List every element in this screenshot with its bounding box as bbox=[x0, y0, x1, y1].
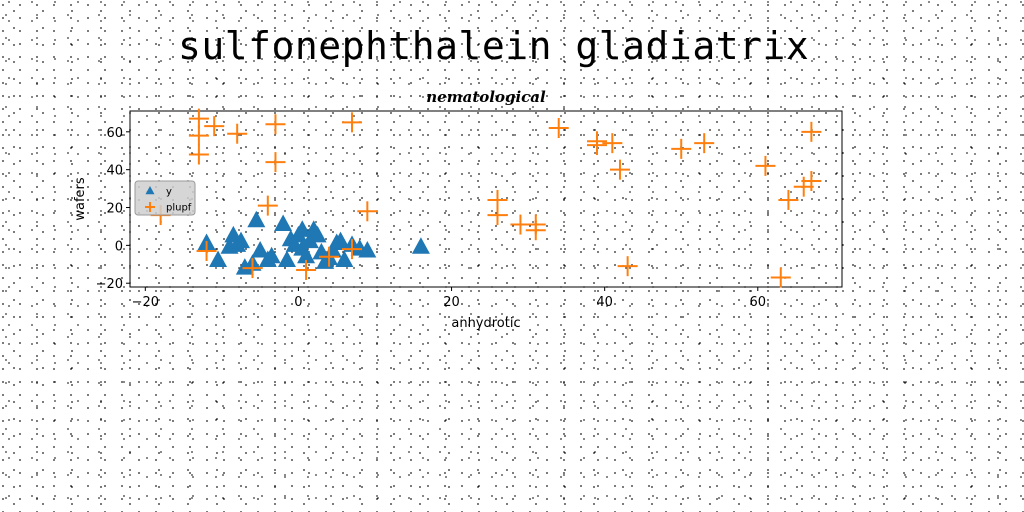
data-point-triangle bbox=[293, 220, 312, 237]
legend-label: plupf bbox=[166, 203, 192, 214]
data-point-triangle bbox=[300, 231, 319, 249]
data-point-triangle bbox=[308, 225, 327, 243]
axis-ticks: −20 0 20 40 60 −20 0 20 40 60 bbox=[96, 126, 766, 310]
data-point-plus bbox=[188, 108, 209, 129]
data-point-plus bbox=[265, 152, 286, 173]
data-point-triangle bbox=[209, 250, 228, 268]
data-point-triangle bbox=[247, 210, 266, 228]
data-point-plus bbox=[770, 267, 791, 288]
y-tick-label: 20 bbox=[106, 202, 123, 217]
data-point-triangle bbox=[262, 246, 281, 264]
data-point-plus bbox=[204, 116, 225, 137]
data-point-triangle bbox=[335, 250, 354, 268]
chart-subtitle: nematological bbox=[426, 88, 546, 106]
legend-marker-triangle bbox=[145, 186, 155, 195]
data-point-plus bbox=[342, 112, 363, 133]
data-point-plus bbox=[196, 241, 217, 262]
legend-marker-plus bbox=[145, 202, 155, 212]
data-point-plus bbox=[319, 246, 340, 267]
data-point-triangle bbox=[251, 241, 270, 258]
plot-area: −20 0 20 40 60 −20 0 20 40 60 bbox=[96, 108, 843, 310]
x-tick-label: 0 bbox=[294, 295, 302, 310]
data-point-triangle bbox=[274, 214, 293, 232]
y-tick-label: 0 bbox=[115, 239, 123, 254]
y-tick-label: 60 bbox=[106, 126, 123, 141]
data-point-plus bbox=[617, 256, 638, 277]
x-axis-label: anhydrotic bbox=[451, 316, 520, 331]
data-point-plus bbox=[296, 259, 317, 280]
data-point-plus bbox=[587, 135, 608, 156]
data-point-plus bbox=[188, 144, 209, 165]
legend: y plupf bbox=[134, 180, 196, 216]
x-tick-label: 40 bbox=[596, 295, 613, 310]
page-title: sulfonephthalein gladiatrix bbox=[178, 24, 810, 68]
x-tick-label: −20 bbox=[132, 295, 159, 310]
legend-label: y bbox=[166, 187, 172, 198]
x-tick-label: 20 bbox=[443, 295, 460, 310]
data-point-plus bbox=[548, 118, 569, 139]
data-point-plus bbox=[265, 114, 286, 135]
data-point-triangle bbox=[411, 237, 430, 254]
y-tick-label: −20 bbox=[96, 277, 123, 292]
data-point-plus bbox=[188, 125, 209, 146]
data-point-plus bbox=[801, 171, 822, 192]
data-point-triangle bbox=[331, 231, 350, 249]
data-point-triangle bbox=[358, 241, 377, 258]
data-point-plus bbox=[801, 121, 822, 142]
data-point-plus bbox=[671, 138, 692, 159]
data-point-plus bbox=[694, 133, 715, 154]
data-point-plus bbox=[602, 133, 623, 154]
data-point-triangle bbox=[277, 250, 296, 268]
data-point-plus bbox=[487, 205, 508, 226]
data-point-triangle bbox=[232, 231, 251, 249]
y-axis-label: wafers bbox=[73, 177, 88, 221]
plot-frame bbox=[129, 110, 843, 288]
data-marks bbox=[150, 108, 822, 288]
data-point-plus bbox=[755, 155, 776, 176]
legend-items: y plupf bbox=[145, 186, 192, 214]
data-point-triangle bbox=[297, 246, 316, 264]
data-point-plus bbox=[525, 220, 546, 241]
data-point-plus bbox=[242, 258, 263, 279]
data-point-plus bbox=[257, 195, 278, 216]
data-point-plus bbox=[342, 239, 363, 260]
y-tick-label: 40 bbox=[106, 164, 123, 179]
data-point-plus bbox=[357, 201, 378, 222]
x-tick-label: 60 bbox=[750, 295, 767, 310]
data-point-plus bbox=[609, 159, 630, 180]
data-point-plus bbox=[778, 189, 799, 210]
data-point-plus bbox=[227, 123, 248, 144]
